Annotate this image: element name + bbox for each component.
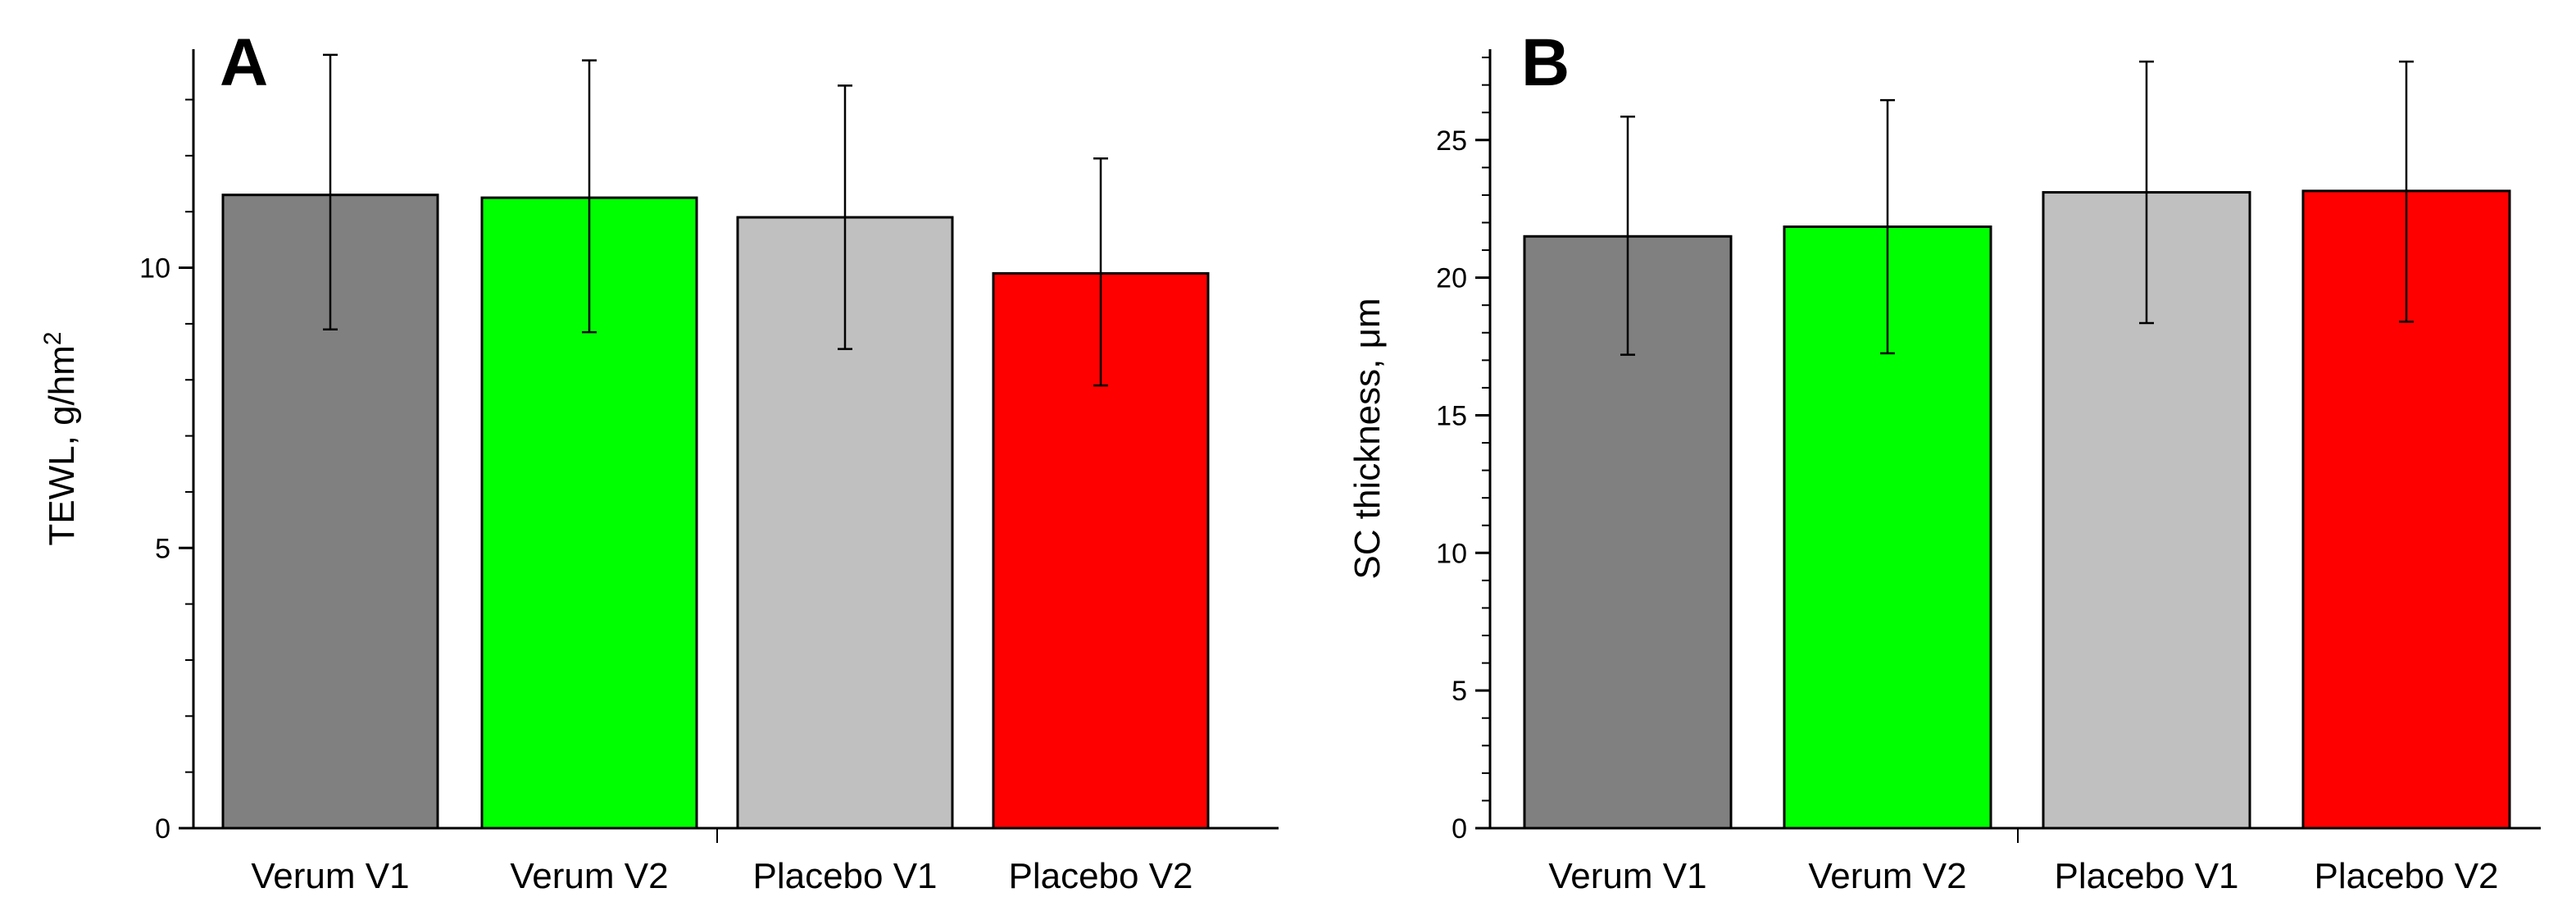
- panel-a-letter: A: [220, 25, 268, 100]
- x-category-label: Verum V2: [510, 856, 668, 896]
- panel-b-error-bars: [1620, 60, 2414, 356]
- panel-b-x-labels: Verum V1 Verum V2 Placebo V1 Placebo V2: [1548, 856, 2498, 896]
- y-tick-label: 5: [1452, 676, 1467, 707]
- panel-a-y-axis-label: TEWL, g/hm2: [39, 331, 83, 545]
- x-category-label: Placebo V2: [1008, 856, 1193, 896]
- panel-a-y-ticks: 0 5 10: [139, 98, 193, 845]
- y-tick-label: 20: [1436, 263, 1467, 294]
- y-tick-label: 10: [139, 253, 170, 285]
- y-tick-label: 0: [155, 813, 170, 845]
- panel-a-error-bars: [323, 53, 1108, 387]
- y-tick-label: 0: [1452, 813, 1467, 845]
- x-category-label: Verum V1: [1548, 856, 1706, 896]
- y-tick-label: 10: [1436, 538, 1467, 569]
- panel-b-bars: [1523, 189, 2511, 830]
- panel-a-bars: [221, 194, 1210, 830]
- y-tick-label: 15: [1436, 400, 1467, 431]
- x-category-label: Placebo V1: [2054, 856, 2238, 896]
- x-category-label: Verum V1: [251, 856, 409, 896]
- panel-b: B 0 5 10 15 20 25 Verum V1 Verum V2 Placebo V1 P…: [1347, 25, 2541, 896]
- x-category-label: Placebo V1: [752, 856, 937, 896]
- panel-a-y-axis-label-main: TEWL, g/hm: [42, 345, 82, 546]
- y-tick-label: 5: [155, 533, 170, 564]
- panel-b-y-ticks: 0 5 10 15 20 25: [1436, 57, 1490, 845]
- panel-a: A 0 5 10 Verum V1 Verum V2 Placebo V1 Placebo…: [39, 25, 1279, 896]
- panel-b-letter: B: [1521, 25, 1570, 100]
- panel-a-x-labels: Verum V1 Verum V2 Placebo V1 Placebo V2: [251, 856, 1193, 896]
- panel-a-y-axis-label-superscript: 2: [39, 331, 66, 345]
- x-category-label: Verum V2: [1808, 856, 1966, 896]
- x-category-label: Placebo V2: [2314, 856, 2498, 896]
- y-tick-label: 25: [1436, 125, 1467, 157]
- panel-b-y-axis-label: SC thickness, μm: [1347, 298, 1388, 579]
